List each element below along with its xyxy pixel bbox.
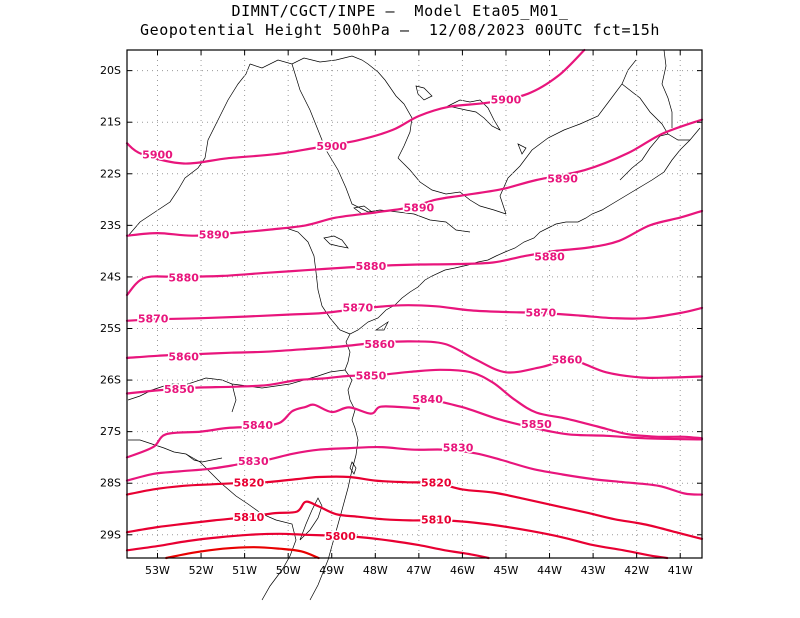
x-tick-label-2: 51W [232, 564, 257, 577]
contour-label-24: 5810 [234, 511, 265, 524]
island [349, 461, 357, 475]
title-line-2: Geopotential Height 500hPa – 12/08/2023 … [139, 21, 661, 39]
y-tick-label-1: 21S [100, 116, 121, 129]
reservoir-5 [517, 143, 527, 155]
y-tick-label-5: 25S [100, 322, 121, 335]
y-tick-label-2: 22S [100, 167, 121, 180]
reservoir-2 [323, 235, 349, 249]
contours: 5900 5900 5900 5890 5890 5890 5880 5880 5880 5870… [125, 48, 704, 560]
contour-label-12: 5860 [168, 350, 199, 363]
title-line-1: DIMNT/CGCT/INPE – Model Eta05_M01_ [231, 2, 569, 20]
contour-line-5890-1-0 [125, 118, 704, 237]
x-tick-label-12: 41W [668, 564, 693, 577]
contour-label-11: 5870 [526, 307, 557, 320]
contour-label-21: 5830 [443, 442, 474, 455]
coastline-borders [127, 49, 701, 601]
y-tick-label-0: 20S [100, 64, 121, 77]
contour-label-17: 5850 [521, 418, 552, 431]
contour-label-19: 5840 [412, 393, 443, 406]
state-border-3 [291, 63, 471, 233]
state-border-10 [127, 369, 346, 401]
reservoir-1 [446, 99, 501, 131]
contour-line-5800-11-0 [125, 532, 490, 560]
y-tick-label-3: 23S [100, 219, 121, 232]
x-tick-label-1: 52W [189, 564, 214, 577]
contour-label-10: 5870 [343, 301, 374, 314]
x-tick-label-7: 46W [450, 564, 475, 577]
contour-label-3: 5890 [199, 229, 230, 242]
reservoir-3 [415, 85, 433, 101]
contour-label-0: 5900 [142, 149, 173, 162]
y-tick-label-4: 24S [100, 270, 121, 283]
contour-label-8: 5880 [534, 250, 565, 263]
contour-label-1: 5900 [316, 140, 347, 153]
x-tick-label-10: 43W [581, 564, 606, 577]
contour-label-16: 5850 [356, 369, 387, 382]
x-tick-label-6: 47W [406, 564, 431, 577]
contour-label-4: 5890 [404, 201, 435, 214]
contour-label-14: 5860 [552, 353, 583, 366]
x-tick-label-8: 45W [494, 564, 519, 577]
contour-line-5850-5-0 [125, 368, 704, 440]
contour-label-15: 5850 [164, 383, 195, 396]
y-tick-label-9: 29S [100, 528, 121, 541]
state-border-6 [621, 83, 690, 141]
axes: 53W 52W 51W 50W 49W 48W 47W 46W 45W 44W 43W 42W 41W 2… [100, 49, 703, 577]
state-border-9 [285, 227, 351, 335]
contour-line-5840-6-0 [125, 403, 420, 459]
coastline [309, 127, 701, 601]
contour-label-7: 5880 [356, 260, 387, 273]
bay [374, 320, 389, 331]
contour-line-5790-12-0 [165, 546, 320, 560]
x-tick-label-9: 44W [537, 564, 562, 577]
contour-label-5: 5890 [547, 172, 578, 185]
contour-line-5860-4-0 [125, 340, 704, 380]
plot-frame [126, 49, 703, 559]
lagoon [299, 497, 323, 541]
contour-label-18: 5840 [242, 419, 273, 432]
state-border-7 [619, 133, 669, 181]
contour-line-5820-9-0 [125, 475, 704, 540]
contour-line-5900-0-0 [125, 48, 586, 165]
state-border-12 [185, 453, 297, 601]
contour-label-20: 5830 [238, 455, 269, 468]
chart-title: DIMNT/CGCT/INPE – Model Eta05_M01_ Geopo… [0, 2, 800, 40]
y-tick-label-8: 28S [100, 477, 121, 490]
contour-label-25: 5810 [421, 513, 452, 526]
x-tick-label-5: 48W [363, 564, 388, 577]
x-tick-label-4: 49W [319, 564, 344, 577]
contour-label-22: 5820 [234, 477, 265, 490]
y-tick-label-7: 27S [100, 425, 121, 438]
state-border-11 [231, 383, 237, 413]
contour-line-5880-2-0 [125, 209, 704, 297]
y-tick-label-6: 26S [100, 374, 121, 387]
contour-line-5830-8-0 [125, 445, 704, 496]
state-border-8 [661, 49, 673, 128]
contour-line-5810-10-0 [125, 500, 669, 560]
national-border [128, 439, 223, 463]
contour-label-13: 5860 [364, 338, 395, 351]
contour-label-26: 5800 [325, 530, 356, 543]
contour-line-5870-3-0 [125, 304, 704, 322]
contour-label-23: 5820 [421, 477, 452, 490]
state-border-5 [499, 59, 637, 215]
x-tick-label-0: 53W [145, 564, 170, 577]
contour-label-2: 5900 [491, 94, 522, 107]
state-border-4 [397, 157, 507, 215]
contour-label-9: 5870 [138, 313, 169, 326]
x-tick-label-3: 50W [276, 564, 301, 577]
x-tick-label-11: 42W [624, 564, 649, 577]
contour-label-6: 5880 [168, 271, 199, 284]
contour-line-5840-7-0 [439, 400, 704, 441]
